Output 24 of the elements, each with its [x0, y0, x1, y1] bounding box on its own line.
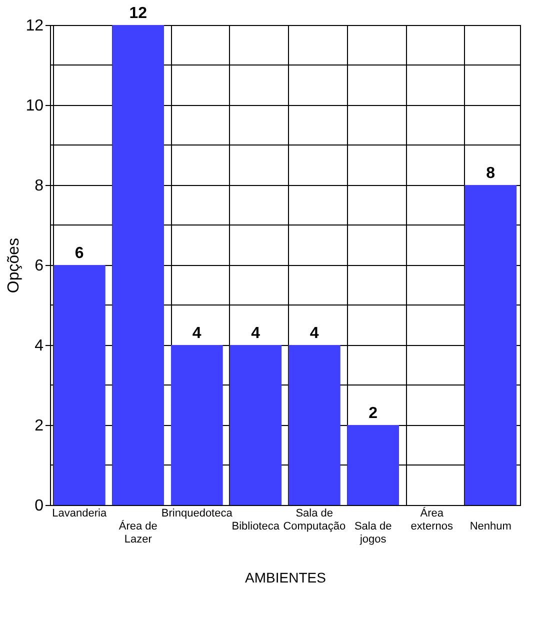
- data-label: 2: [368, 405, 378, 422]
- x-tick-label: Biblioteca: [232, 520, 280, 532]
- y-tick-label: 2: [34, 418, 44, 434]
- data-label: 8: [486, 165, 496, 182]
- data-label: 4: [192, 325, 202, 342]
- x-tick-label: Sala de jogos: [354, 520, 392, 546]
- data-label: 6: [74, 245, 84, 262]
- x-axis-title: AMBIENTES: [245, 570, 326, 586]
- y-axis-title: Opções: [6, 238, 23, 294]
- x-tick-label: Área de Lazer: [118, 520, 158, 546]
- y-tick-label: 10: [26, 98, 44, 114]
- y-tick-label: 0: [34, 498, 44, 514]
- y-tick-label: 6: [34, 258, 44, 274]
- data-label: 4: [251, 325, 260, 342]
- x-tick-label: Nenhum: [470, 520, 512, 532]
- y-tick-label: 4: [34, 338, 44, 354]
- y-tick-label: 12: [26, 18, 44, 34]
- y-tick-label: 8: [34, 178, 44, 194]
- data-label: 12: [129, 5, 148, 22]
- x-tick-label: Lavanderia: [52, 508, 108, 520]
- x-tick-label: Brinquedoteca: [161, 508, 234, 520]
- data-label: 4: [310, 325, 319, 342]
- x-tick-label: Sala de Computação: [283, 508, 346, 532]
- x-tick-label: Área externos: [410, 506, 454, 532]
